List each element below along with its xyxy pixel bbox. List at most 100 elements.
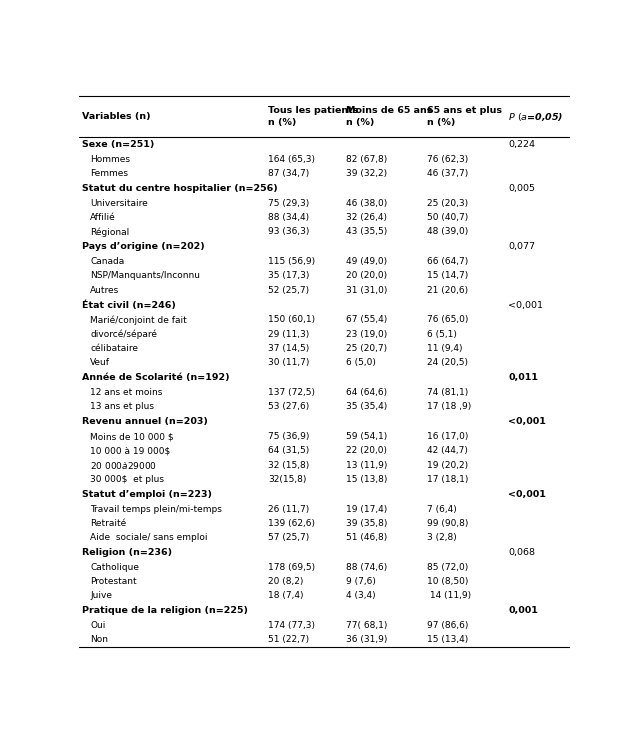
- Text: 32 (15,8): 32 (15,8): [268, 460, 310, 469]
- Text: Oui: Oui: [91, 621, 106, 630]
- Text: 85 (72,0): 85 (72,0): [427, 563, 468, 572]
- Text: <0,001: <0,001: [508, 417, 546, 426]
- Text: Régional: Régional: [91, 227, 130, 236]
- Text: 76 (65,0): 76 (65,0): [427, 315, 469, 324]
- Text: 52 (25,7): 52 (25,7): [268, 285, 309, 295]
- Text: 37 (14,5): 37 (14,5): [268, 344, 310, 353]
- Text: Canada: Canada: [91, 257, 125, 266]
- Text: Juive: Juive: [91, 591, 113, 600]
- Text: 66 (64,7): 66 (64,7): [427, 257, 468, 266]
- Text: 17 (18 ,9): 17 (18 ,9): [427, 403, 472, 411]
- Text: Non: Non: [91, 635, 108, 644]
- Text: 74 (81,1): 74 (81,1): [427, 388, 468, 397]
- Text: Pays d’origine (n=202): Pays d’origine (n=202): [82, 242, 204, 251]
- Text: 97 (86,6): 97 (86,6): [427, 621, 469, 630]
- Text: 164 (65,3): 164 (65,3): [268, 155, 315, 164]
- Text: 15 (14,7): 15 (14,7): [427, 272, 468, 280]
- Text: 0,005: 0,005: [508, 184, 536, 193]
- Text: 64 (64,6): 64 (64,6): [346, 388, 387, 397]
- Text: 82 (67,8): 82 (67,8): [346, 155, 388, 164]
- Text: 64 (31,5): 64 (31,5): [268, 447, 310, 455]
- Text: 36 (31,9): 36 (31,9): [346, 635, 388, 644]
- Text: NSP/Manquants/Inconnu: NSP/Manquants/Inconnu: [91, 272, 201, 280]
- Text: 32(15,8): 32(15,8): [268, 475, 306, 484]
- Text: 77( 68,1): 77( 68,1): [346, 621, 388, 630]
- Text: 53 (27,6): 53 (27,6): [268, 403, 310, 411]
- Text: 39 (35,8): 39 (35,8): [346, 519, 388, 528]
- Text: 35 (17,3): 35 (17,3): [268, 272, 310, 280]
- Text: 150 (60,1): 150 (60,1): [268, 315, 315, 324]
- Text: 15 (13,8): 15 (13,8): [346, 475, 388, 484]
- Text: 0,224: 0,224: [508, 140, 536, 149]
- Text: 65 ans et plus
n (%): 65 ans et plus n (%): [427, 106, 503, 127]
- Text: 88 (34,4): 88 (34,4): [268, 213, 309, 223]
- Text: 15 (13,4): 15 (13,4): [427, 635, 468, 644]
- Text: 0,001: 0,001: [508, 606, 538, 615]
- Text: 19 (17,4): 19 (17,4): [346, 504, 388, 514]
- Text: Statut du centre hospitalier (n=256): Statut du centre hospitalier (n=256): [82, 184, 277, 193]
- Text: <0,001: <0,001: [508, 301, 543, 310]
- Text: Pratique de la religion (n=225): Pratique de la religion (n=225): [82, 606, 248, 615]
- Text: 10 (8,50): 10 (8,50): [427, 577, 469, 586]
- Text: 18 (7,4): 18 (7,4): [268, 591, 303, 600]
- Text: 93 (36,3): 93 (36,3): [268, 228, 310, 236]
- Text: 23 (19,0): 23 (19,0): [346, 329, 388, 339]
- Text: 174 (77,3): 174 (77,3): [268, 621, 315, 630]
- Text: 51 (46,8): 51 (46,8): [346, 533, 388, 542]
- Text: Religion (n=236): Religion (n=236): [82, 548, 172, 557]
- Text: 46 (37,7): 46 (37,7): [427, 169, 468, 178]
- Text: célibataire: célibataire: [91, 344, 139, 353]
- Text: 99 (90,8): 99 (90,8): [427, 519, 469, 528]
- Text: 43 (35,5): 43 (35,5): [346, 228, 388, 236]
- Text: 3 (2,8): 3 (2,8): [427, 533, 457, 542]
- Text: Revenu annuel (n=203): Revenu annuel (n=203): [82, 417, 208, 426]
- Text: 30 000$  et plus: 30 000$ et plus: [91, 475, 165, 484]
- Text: 25 (20,3): 25 (20,3): [427, 199, 468, 208]
- Text: 0,068: 0,068: [508, 548, 536, 557]
- Text: 115 (56,9): 115 (56,9): [268, 257, 315, 266]
- Text: 139 (62,6): 139 (62,6): [268, 519, 315, 528]
- Text: Marié/conjoint de fait: Marié/conjoint de fait: [91, 315, 187, 325]
- Text: Retraité: Retraité: [91, 519, 127, 528]
- Text: Protestant: Protestant: [91, 577, 137, 586]
- Text: 42 (44,7): 42 (44,7): [427, 447, 468, 455]
- Text: Femmes: Femmes: [91, 169, 128, 178]
- Text: 178 (69,5): 178 (69,5): [268, 563, 315, 572]
- Text: 24 (20,5): 24 (20,5): [427, 358, 468, 367]
- Text: 0,011: 0,011: [508, 373, 539, 382]
- Text: Sexe (n=251): Sexe (n=251): [82, 140, 154, 149]
- Text: État civil (n=246): État civil (n=246): [82, 300, 175, 310]
- Text: Affilié: Affilié: [91, 213, 116, 223]
- Text: 32 (26,4): 32 (26,4): [346, 213, 387, 223]
- Text: 13 (11,9): 13 (11,9): [346, 460, 388, 469]
- Text: 29 (11,3): 29 (11,3): [268, 329, 310, 339]
- Text: 49 (49,0): 49 (49,0): [346, 257, 387, 266]
- Text: Moins de 65 ans
n (%): Moins de 65 ans n (%): [346, 106, 433, 127]
- Text: Variables (n): Variables (n): [82, 112, 150, 121]
- Text: 20 000$ à 29 000$: 20 000$ à 29 000$: [91, 460, 158, 471]
- Text: 17 (18,1): 17 (18,1): [427, 475, 469, 484]
- Text: 11 (9,4): 11 (9,4): [427, 344, 463, 353]
- Text: 59 (54,1): 59 (54,1): [346, 432, 388, 441]
- Text: 10 000 à 19 000$: 10 000 à 19 000$: [91, 447, 171, 455]
- Text: 12 ans et moins: 12 ans et moins: [91, 388, 163, 397]
- Text: 87 (34,7): 87 (34,7): [268, 169, 310, 178]
- Text: 48 (39,0): 48 (39,0): [427, 228, 468, 236]
- Text: 4 (3,4): 4 (3,4): [346, 591, 376, 600]
- Text: 21 (20,6): 21 (20,6): [427, 285, 468, 295]
- Text: 75 (29,3): 75 (29,3): [268, 199, 310, 208]
- Text: 137 (72,5): 137 (72,5): [268, 388, 315, 397]
- Text: Catholique: Catholique: [91, 563, 139, 572]
- Text: 26 (11,7): 26 (11,7): [268, 504, 310, 514]
- Text: 57 (25,7): 57 (25,7): [268, 533, 310, 542]
- Text: 50 (40,7): 50 (40,7): [427, 213, 468, 223]
- Text: 67 (55,4): 67 (55,4): [346, 315, 388, 324]
- Text: Aide  sociale/ sans emploi: Aide sociale/ sans emploi: [91, 533, 208, 542]
- Text: 75 (36,9): 75 (36,9): [268, 432, 310, 441]
- Text: 6 (5,1): 6 (5,1): [427, 329, 457, 339]
- Text: Statut d’emploi (n=223): Statut d’emploi (n=223): [82, 490, 211, 498]
- Text: Autres: Autres: [91, 285, 120, 295]
- Text: 6 (5,0): 6 (5,0): [346, 358, 377, 367]
- Text: 7 (6,4): 7 (6,4): [427, 504, 457, 514]
- Text: 14 (11,9): 14 (11,9): [427, 591, 472, 600]
